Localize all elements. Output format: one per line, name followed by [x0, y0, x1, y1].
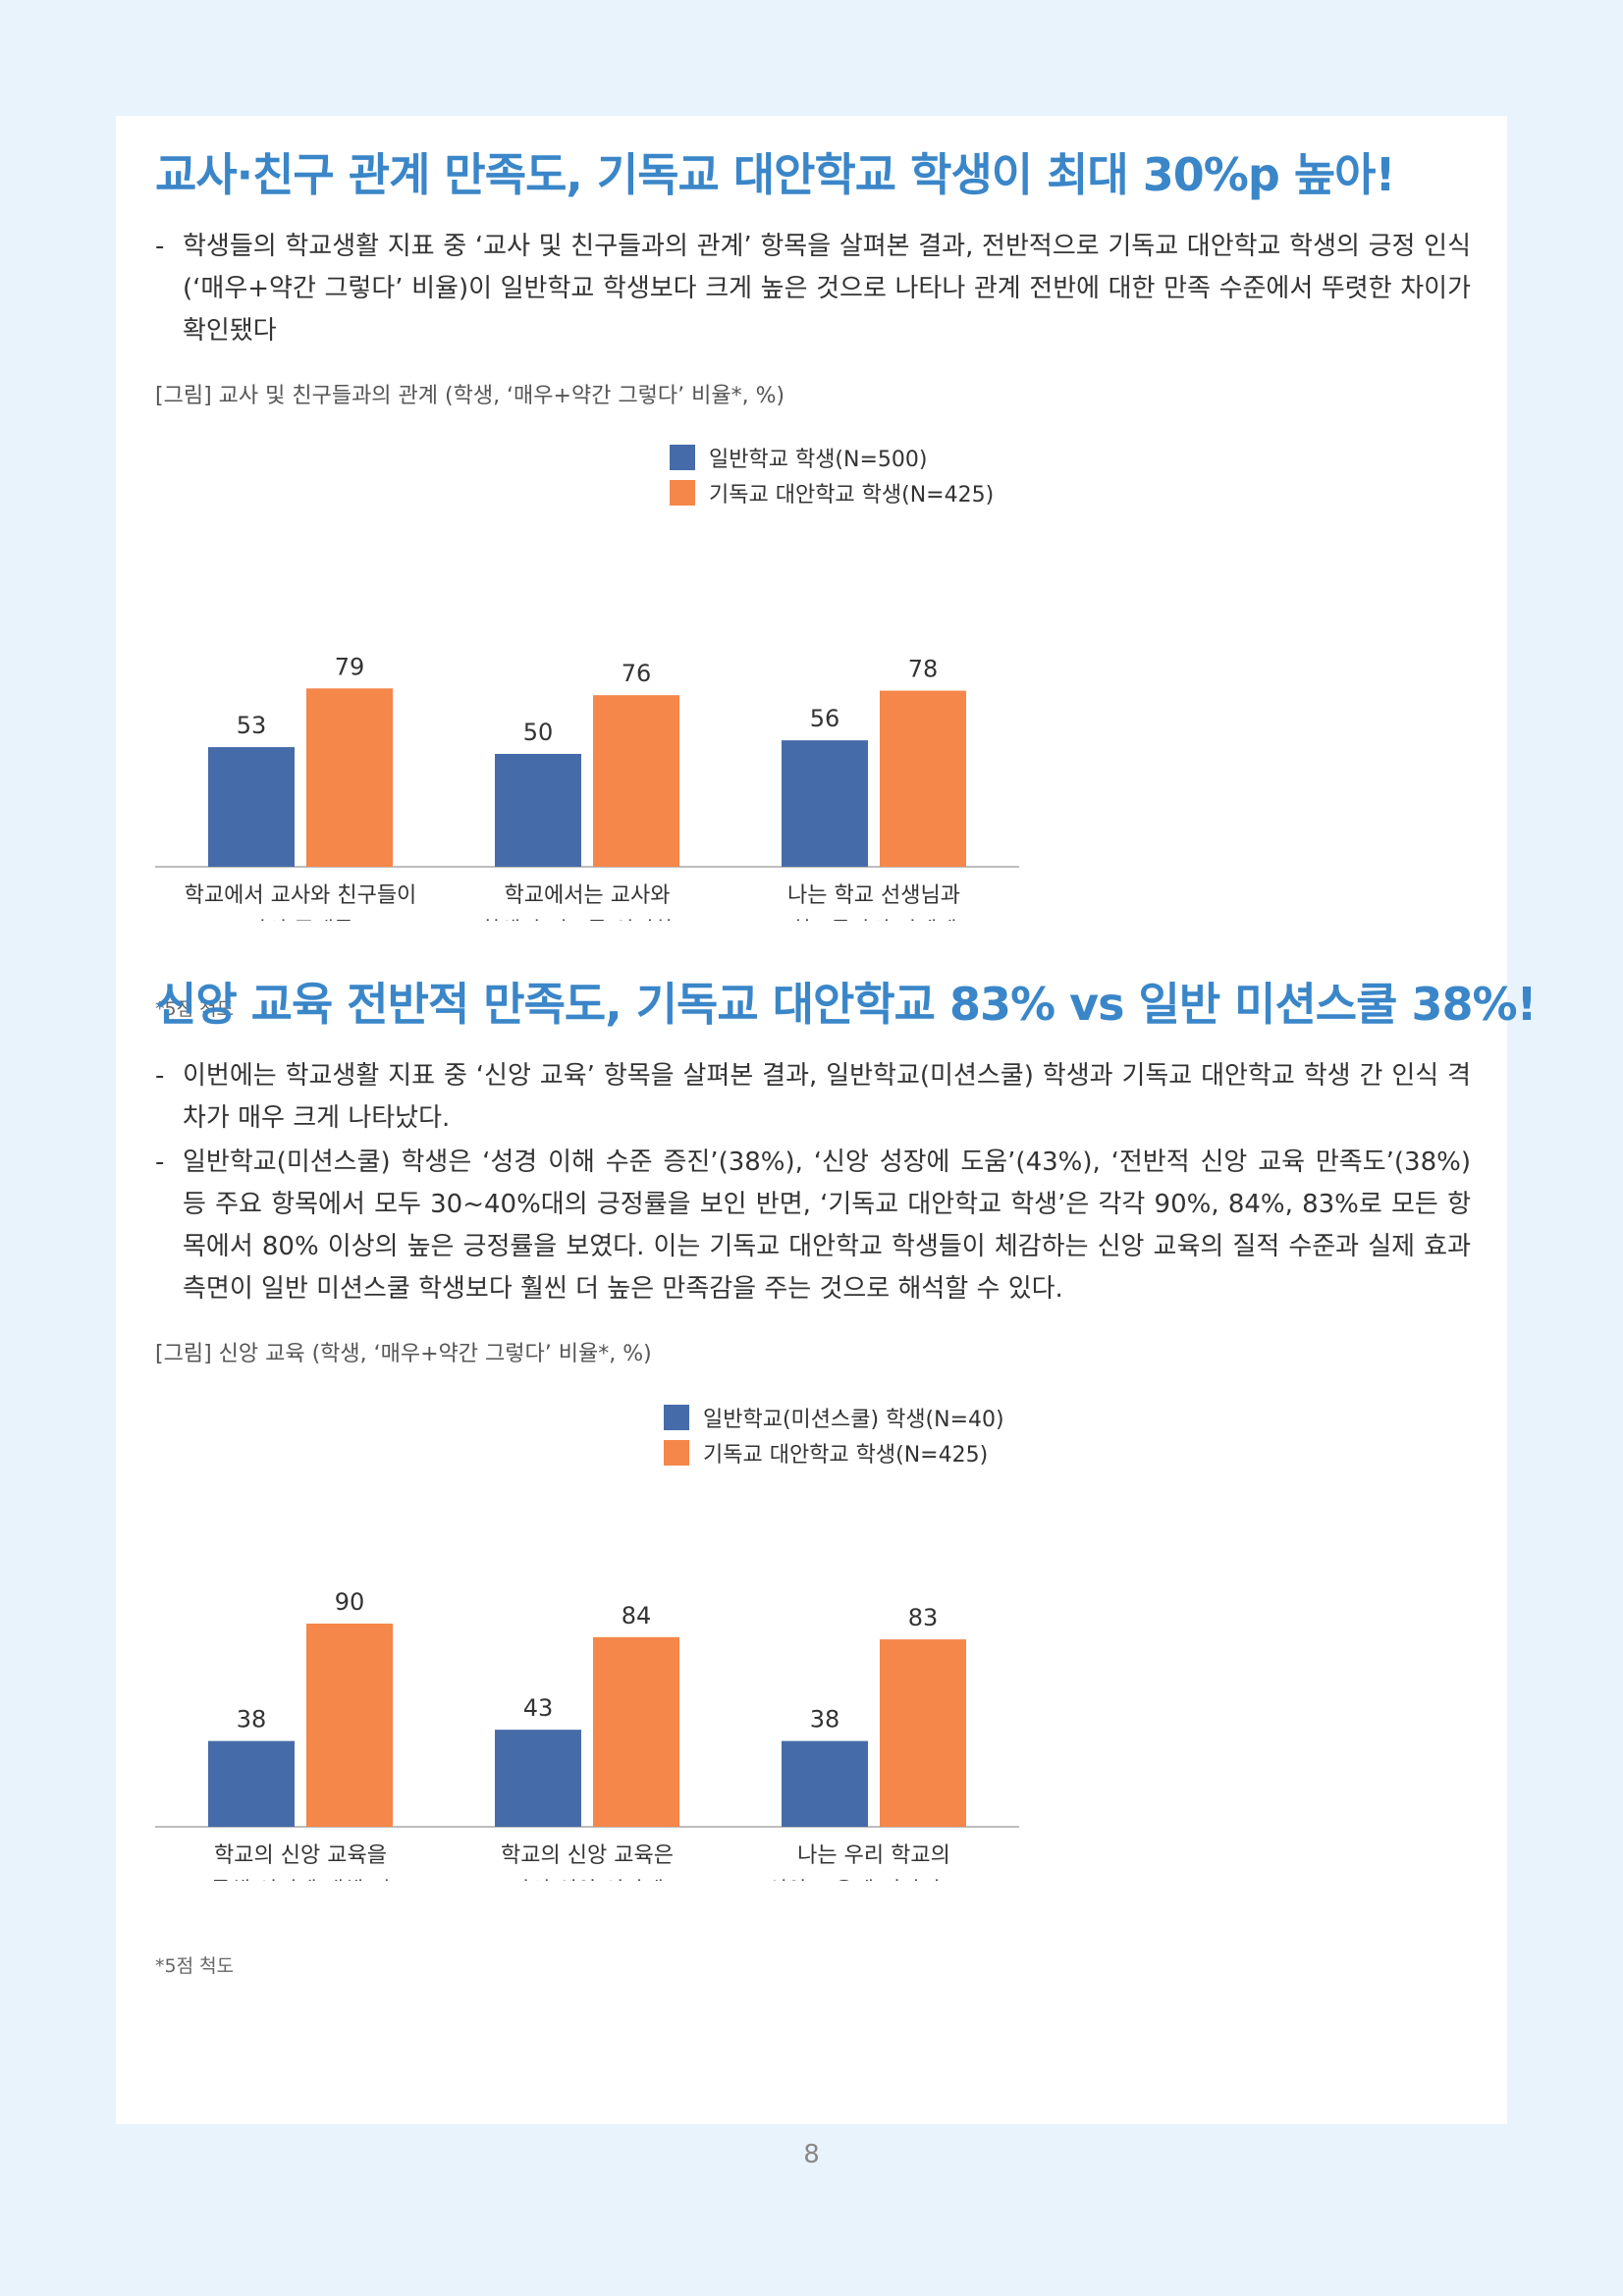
data-label: 56 [810, 705, 840, 732]
bar-general-2 [495, 754, 581, 867]
bar-general-2 [495, 1730, 581, 1827]
legend-label: 기독교 대안학교 학생(N=425) [703, 1443, 989, 1468]
bar-christian-1 [306, 688, 393, 867]
chart-note: *5점 척도 [155, 998, 235, 1020]
category-label-line: 학교에서 교사와 친구들이 [185, 883, 417, 908]
bar-general-3 [782, 740, 868, 867]
bar-christian-2 [593, 1636, 679, 1827]
page-number: 8 [803, 2140, 820, 2169]
category-label-line: 학교에서는 교사와 [505, 883, 671, 908]
legend-item-general: 일반학교 학생(N=500) [670, 440, 994, 475]
bar-general-3 [782, 1740, 868, 1827]
bar-christian-1 [306, 1624, 393, 1827]
category-label-line: 나는 우리 학교의 [797, 1843, 950, 1868]
legend-swatch-blue [670, 445, 695, 470]
bullet-text: 학생들의 학교생활 지표 중 ‘교사 및 친구들과의 관계’ 항목을 살펴본 결… [183, 232, 1471, 346]
data-label: 38 [237, 1706, 267, 1734]
legend-item-christian: 기독교 대안학교 학생(N=425) [664, 1435, 1004, 1470]
legend-swatch-blue [664, 1405, 689, 1430]
chart-faith: 일반학교(미션스쿨) 학생(N=40) 기독교 대안학교 학생(N=425) 3… [155, 1400, 1471, 1977]
section2-bullet-1: - 이번에는 학교생활 지표 중 ‘신앙 교육’ 항목을 살펴본 결과, 일반학교… [155, 1061, 1471, 1133]
category-label-line: 나는 학교 선생님과 [787, 883, 960, 908]
legend-item-general: 일반학교(미션스쿨) 학생(N=40) [664, 1400, 1004, 1435]
legend-label: 기독교 대안학교 학생(N=425) [709, 483, 995, 507]
page-card: 교사·친구 관계 만족도, 기독교 대안학교 학생이 최대 30%p 높아! -… [116, 116, 1538, 2124]
section1-figure-title: [그림] 교사 및 친구들과의 관계 (학생, ‘매우+약간 그렇다’ 비율*,… [155, 384, 785, 408]
section2-figure-title: [그림] 신앙 교육 (학생, ‘매우+약간 그렇다’ 비율*, %) [155, 1342, 652, 1366]
bar-general-1 [208, 1740, 295, 1827]
data-label: 43 [523, 1694, 554, 1722]
section2-bullet-2: - 일반학교(미션스쿨) 학생은 ‘성경 이해 수준 증진’(38%), ‘신앙 … [155, 1148, 1471, 1304]
data-label: 90 [335, 1588, 365, 1616]
data-label: 53 [237, 712, 267, 739]
category-label-line: 통해 성경에 대해 더 [211, 1879, 391, 1881]
data-label: 50 [523, 719, 554, 746]
category-label-line: 나의 신앙 성장에 [511, 1879, 664, 1881]
category-label-line: 신앙 교육에 전반적으로 [768, 1879, 980, 1881]
bar-general-1 [208, 747, 295, 867]
legend-swatch-orange [670, 480, 695, 506]
chart-relationship: 일반학교 학생(N=500) 기독교 대안학교 학생(N=425) 53 79 학교… [155, 440, 1471, 1020]
bar-christian-2 [593, 695, 679, 867]
section1-heading: 교사·친구 관계 만족도, 기독교 대안학교 학생이 최대 30%p 높아! [155, 148, 1395, 201]
legend-label: 일반학교(미션스쿨) 학생(N=40) [703, 1408, 1004, 1432]
section2-heading: 신앙 교육 전반적 만족도, 기독교 대안학교 83% vs 일반 미션스쿨 3… [155, 978, 1538, 1031]
bar-christian-3 [880, 1639, 966, 1827]
section-relationship: 교사·친구 관계 만족도, 기독교 대안학교 학생이 최대 30%p 높아! -… [155, 145, 1471, 411]
category-label-line: 나의 존재를 [247, 919, 353, 921]
data-label: 79 [335, 653, 365, 680]
legend-item-christian: 기독교 대안학교 학생(N=425) [670, 475, 994, 510]
chart-legend: 일반학교 학생(N=500) 기독교 대안학교 학생(N=425) [670, 440, 994, 510]
legend-swatch-orange [664, 1440, 689, 1466]
bar-christian-3 [880, 690, 966, 867]
data-label: 76 [622, 660, 652, 687]
category-label-line: 학교의 신앙 교육은 [501, 1843, 674, 1868]
chart-legend: 일반학교(미션스쿨) 학생(N=40) 기독교 대안학교 학생(N=425) [664, 1400, 1004, 1470]
category-label-line: 친구들과의 관계에 [791, 919, 957, 921]
bullet-text: 일반학교(미션스쿨) 학생은 ‘성경 이해 수준 증진’(38%), ‘신앙 성… [183, 1148, 1471, 1304]
chart-note: *5점 척도 [155, 1955, 235, 1977]
category-label-line: 학생이 서로를 신뢰하고 [481, 919, 693, 921]
category-label-line: 학교의 신앙 교육을 [214, 1843, 387, 1868]
data-label: 78 [908, 656, 939, 683]
data-label: 38 [810, 1706, 840, 1734]
data-label: 84 [622, 1602, 652, 1629]
bullet-text: 이번에는 학교생활 지표 중 ‘신앙 교육’ 항목을 살펴본 결과, 일반학교(… [183, 1061, 1471, 1133]
section1-bullet: - 학생들의 학교생활 지표 중 ‘교사 및 친구들과의 관계’ 항목을 살펴본 … [155, 232, 1471, 346]
data-label: 83 [908, 1604, 939, 1631]
legend-label: 일반학교 학생(N=500) [709, 448, 928, 472]
section-faith: 신앙 교육 전반적 만족도, 기독교 대안학교 83% vs 일반 미션스쿨 3… [155, 975, 1538, 1369]
